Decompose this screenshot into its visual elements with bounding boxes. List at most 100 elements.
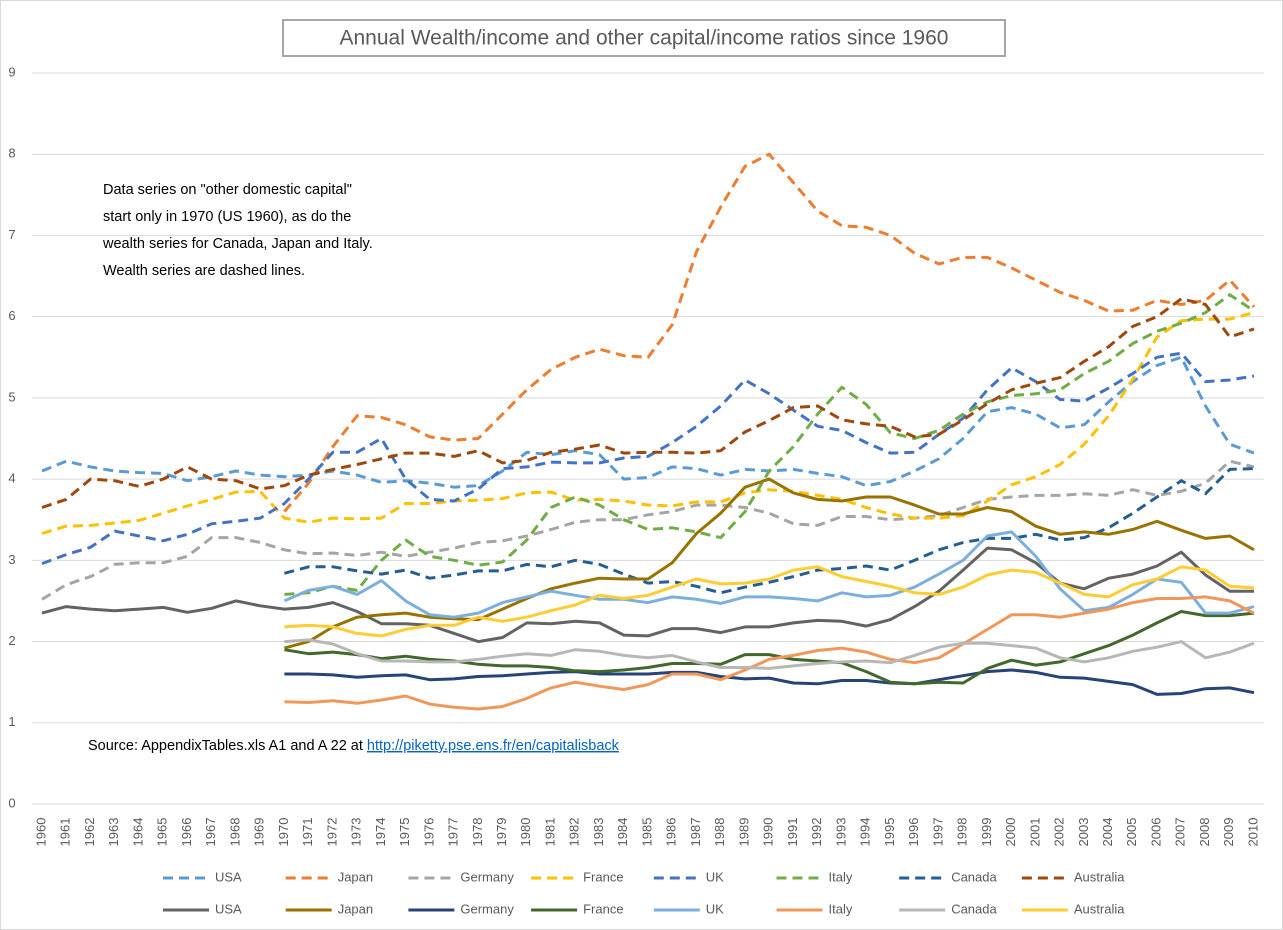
x-tick-label: 2006 — [1148, 818, 1163, 847]
series-line — [284, 293, 1255, 596]
x-tick-label: 1979 — [494, 818, 509, 847]
legend-label: Canada — [951, 901, 997, 916]
legend-label: Germany — [460, 901, 514, 916]
x-tick-label: 2000 — [1003, 818, 1018, 847]
y-tick-label: 9 — [8, 64, 15, 79]
source-text: Source: AppendixTables.xls A1 and A 22 a… — [88, 738, 367, 754]
y-tick-label: 3 — [8, 552, 15, 567]
series-line — [41, 297, 1255, 509]
x-tick-label: 1978 — [470, 818, 485, 847]
series-line — [284, 638, 1255, 670]
x-tick-label: 1992 — [809, 818, 824, 847]
legend-label: USA — [215, 869, 242, 884]
x-tick-label: 1973 — [349, 818, 364, 847]
legend-label: Italy — [829, 901, 853, 916]
series-line — [284, 477, 1255, 650]
legend-label: Japan — [338, 869, 373, 884]
series-line — [283, 530, 1255, 619]
series-line — [284, 668, 1255, 696]
x-tick-label: 1968 — [227, 818, 242, 847]
source: Source: AppendixTables.xls A1 and A 22 a… — [88, 738, 620, 754]
x-tick-label: 1995 — [882, 818, 897, 847]
legend-label: Germany — [460, 869, 514, 884]
y-tick-label: 1 — [8, 714, 15, 729]
x-tick-label: 1989 — [736, 818, 751, 847]
x-tick-label: 2009 — [1221, 818, 1236, 847]
grid: 0 1 2 3 4 5 6 7 8 9 1960 1961 1962 1963 1964 1965 1966 19… — [8, 64, 1264, 846]
legend: USA Japan Germany France UK Italy Canada Austra… — [163, 869, 1125, 916]
x-tick-label: 2008 — [1197, 818, 1212, 847]
title-box — [282, 19, 1006, 57]
legend-label: France — [583, 901, 623, 916]
x-tick-label: 2001 — [1027, 818, 1042, 847]
x-tick-label: 1976 — [421, 818, 436, 847]
annotation: Data series on "other domestic capital" — [103, 182, 352, 198]
x-tick-label: 1986 — [664, 818, 679, 847]
x-tick-label: 2003 — [1076, 818, 1091, 847]
legend-label: Canada — [951, 869, 997, 884]
x-tick-label: 1965 — [155, 818, 170, 847]
series-line — [41, 459, 1255, 601]
x-tick-label: 1970 — [276, 818, 291, 847]
x-tick-label: 1991 — [785, 818, 800, 847]
x-tick-label: 2002 — [1052, 818, 1067, 847]
x-tick-label: 1993 — [833, 818, 848, 847]
x-tick-label: 1962 — [82, 818, 97, 847]
series-line — [284, 467, 1255, 595]
x-tick-label: 1999 — [979, 818, 994, 847]
legend-label: UK — [706, 901, 724, 916]
x-tick-label: 1977 — [446, 818, 461, 847]
legend-label: Japan — [338, 901, 373, 916]
y-tick-label: 0 — [8, 795, 15, 810]
annotation: start only in 1970 (US 1960), as do the — [103, 209, 351, 225]
x-tick-label: 1994 — [858, 818, 873, 847]
x-tick-label: 1974 — [373, 818, 388, 847]
x-tick-label: 1990 — [761, 818, 776, 847]
source-link[interactable]: http://piketty.pse.ens.fr/en/capitalisba… — [367, 738, 620, 754]
y-tick-label: 6 — [8, 308, 15, 323]
x-tick-label: 1967 — [203, 818, 218, 847]
series-line — [41, 355, 1255, 489]
x-tick-label: 1981 — [542, 818, 557, 847]
x-tick-label: 1963 — [106, 818, 121, 847]
legend-label: UK — [706, 869, 724, 884]
series-line — [284, 595, 1255, 711]
x-tick-label: 1988 — [712, 818, 727, 847]
lines — [41, 152, 1256, 711]
chart-title: Annual Wealth/income and other capital/i… — [340, 27, 949, 50]
series-line — [284, 565, 1255, 638]
series-line — [41, 351, 1255, 566]
legend-label: USA — [215, 901, 242, 916]
x-tick-label: 1985 — [639, 818, 654, 847]
x-tick-label: 1987 — [688, 818, 703, 847]
y-tick-label: 7 — [8, 227, 15, 242]
x-tick-label: 1996 — [906, 818, 921, 847]
x-tick-label: 2010 — [1245, 818, 1260, 847]
x-tick-label: 1969 — [252, 818, 267, 847]
y-tick-label: 4 — [8, 471, 15, 486]
x-tick-label: 2005 — [1124, 818, 1139, 847]
legend-label: Australia — [1074, 869, 1125, 884]
x-tick-label: 1972 — [324, 818, 339, 847]
x-tick-label: 1982 — [567, 818, 582, 847]
x-tick-label: 2007 — [1173, 818, 1188, 847]
y-tick-label: 2 — [8, 633, 15, 648]
x-tick-label: 1984 — [615, 818, 630, 847]
x-tick-label: 1997 — [930, 818, 945, 847]
legend-label: Australia — [1074, 901, 1125, 916]
legend-label: France — [583, 869, 623, 884]
x-tick-label: 1983 — [591, 818, 606, 847]
x-tick-label: 2004 — [1100, 818, 1115, 847]
y-tick-label: 8 — [8, 146, 15, 161]
x-tick-label: 1961 — [58, 818, 73, 847]
y-tick-label: 5 — [8, 389, 15, 404]
x-tick-label: 1998 — [955, 818, 970, 847]
annotation: wealth series for Canada, Japan and Ital… — [102, 236, 373, 252]
x-tick-label: 1960 — [33, 818, 48, 847]
x-tick-label: 1971 — [300, 818, 315, 847]
x-tick-label: 1980 — [518, 818, 533, 847]
x-tick-label: 1964 — [130, 818, 145, 847]
series-line — [41, 311, 1255, 535]
